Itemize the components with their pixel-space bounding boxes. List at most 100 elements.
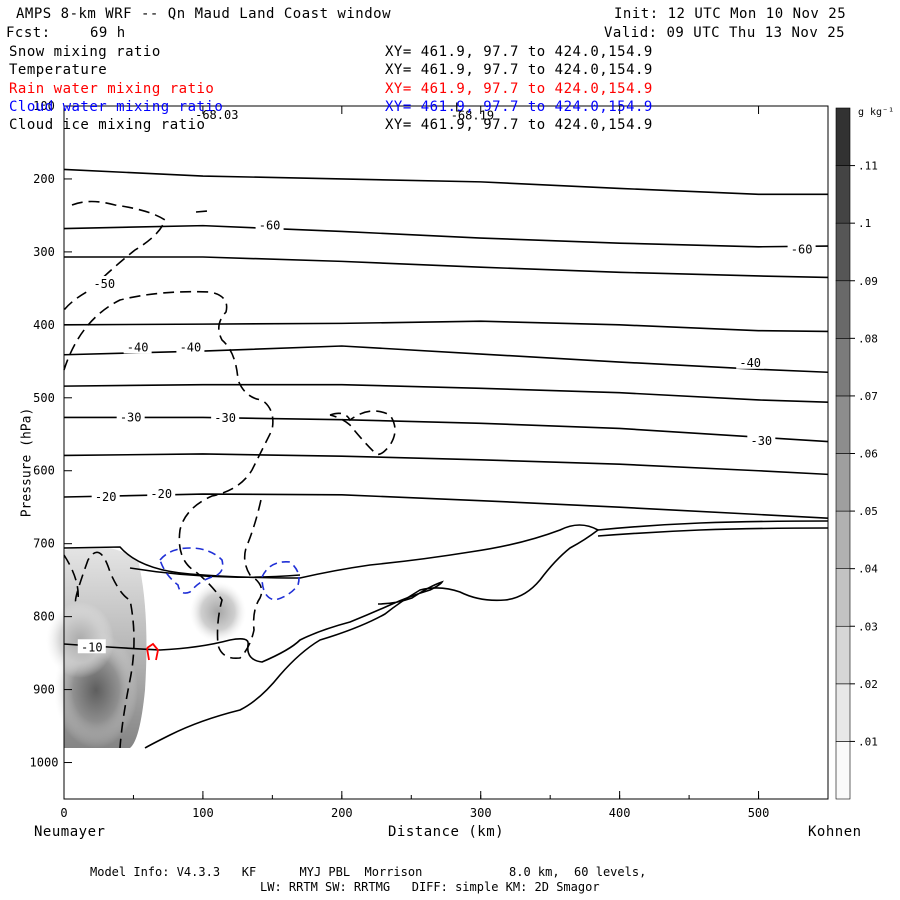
y-tick-label: 900	[33, 683, 55, 697]
y-tick-label: 300	[33, 245, 55, 259]
cloud-water-contours	[159, 547, 300, 601]
isotherm-line	[63, 383, 829, 403]
field-xy: XY= 461.9, 97.7 to 424.0,154.9	[385, 44, 653, 60]
x-tick-label: 100	[192, 806, 214, 820]
lower-temperature-contours	[63, 520, 829, 749]
isotherm-label: -40	[180, 340, 202, 354]
isotherm-label: -20	[150, 487, 172, 501]
colorbar-label: .1	[858, 217, 871, 230]
isotherm-line	[63, 320, 829, 333]
colorbar-label: .07	[858, 390, 878, 403]
isotherm-label-bg	[211, 410, 240, 425]
isotherm-label-bg	[77, 639, 106, 654]
colorbar-swatch	[835, 338, 851, 397]
contour-labels: -60 -60 -50 -40 -40 -40 -30 -30 -30 -20 -20 -10 -68.…	[77, 100, 816, 654]
colorbar-label: .01	[858, 735, 878, 748]
isotherm-label: -30	[750, 434, 772, 448]
colorbar-swatch	[835, 741, 851, 800]
extremum-label: -68.03	[195, 108, 238, 122]
colorbar-label: .05	[858, 505, 878, 518]
x-tick-label: 200	[331, 806, 353, 820]
colorbar-swatch	[835, 280, 851, 339]
isotherm-label-bg	[147, 486, 176, 501]
fcst-value: 69 h	[90, 25, 126, 41]
x-tick-label: 500	[748, 806, 770, 820]
isotherm-label-bg	[90, 275, 119, 290]
model-info-line2: LW: RRTM SW: RRTMG DIFF: simple KM: 2D S…	[260, 880, 600, 894]
colorbar-label: .11	[858, 160, 878, 173]
isotherm-label: -60	[259, 219, 281, 233]
y-axis-label: Pressure (hPa)	[19, 407, 35, 518]
isotherm-label: -10	[81, 640, 103, 654]
colorbar-swatch	[835, 568, 851, 627]
field-name: Snow mixing ratio	[9, 44, 161, 60]
rain-water-contours	[146, 642, 159, 661]
y-tick-label: 600	[33, 464, 55, 478]
field-xy: XY= 461.9, 97.7 to 424.0,154.9	[385, 62, 653, 79]
colorbar-label: .06	[858, 448, 878, 461]
x-axis-label: Distance (km)	[388, 824, 505, 840]
isotherm-line	[64, 256, 829, 279]
y-tick-label: 400	[33, 318, 55, 332]
isotherm-label-bg	[116, 409, 145, 424]
y-tick-label: 500	[33, 391, 55, 405]
field-xy: XY= 461.9, 97.7 to 424.0,154.9	[385, 80, 653, 97]
isotherm-line	[63, 453, 829, 476]
colorbar-swatch	[835, 625, 851, 685]
colorbar-label: .04	[858, 563, 878, 576]
colorbar-swatch	[835, 453, 851, 512]
field-name: Rain water mixing ratio	[9, 80, 215, 97]
extremum-label: -68.19	[451, 108, 494, 122]
colorbar: .01 .02 .03 .04 .05 .06 .07 .08 .09 .1 .11 g kg⁻¹	[835, 107, 894, 800]
isotherm-label: -40	[127, 340, 149, 354]
colorbar-swatch	[835, 683, 851, 742]
colorbar-swatch	[835, 510, 851, 569]
isotherm-label-bg	[123, 339, 152, 354]
fcst-label: Fcst:	[6, 25, 51, 41]
field-name: Cloud ice mixing ratio	[9, 117, 206, 134]
isotherm-label-bg	[787, 241, 816, 256]
isotherm-label: -60	[791, 243, 813, 257]
isotherm-label-bg	[736, 354, 765, 369]
y-tick-label: 200	[33, 172, 55, 186]
isotherm-label: -50	[93, 277, 115, 291]
colorbar-label: .02	[858, 678, 878, 691]
isotherm-label: -20	[95, 490, 117, 504]
colorbar-swatch	[835, 222, 851, 282]
colorbar-swatch	[835, 107, 851, 166]
isotherm-line	[63, 224, 829, 248]
isotherm-label-bg	[91, 488, 120, 503]
model-info-line1: Model Info: V4.3.3 KF MYJ PBL Morrison 8…	[90, 865, 647, 879]
colorbar-unit: g kg⁻¹	[858, 107, 894, 118]
y-tick-label: 800	[33, 610, 55, 624]
isotherm-label: -30	[214, 411, 236, 425]
isotherm-label-bg	[747, 432, 776, 447]
colorbar-label: .03	[858, 620, 878, 633]
y-tick-label: 700	[33, 537, 55, 551]
isotherm-line	[63, 168, 828, 196]
y-tick-label: 100	[33, 99, 55, 113]
isotherm-line	[63, 493, 829, 519]
colorbar-label: .09	[858, 275, 878, 288]
init-time: Init: 12 UTC Mon 10 Nov 25	[614, 6, 847, 22]
valid-time: Valid: 09 UTC Thu 13 Nov 25	[604, 25, 846, 41]
field-name: Cloud water mixing ratio	[9, 98, 224, 115]
isotherm-label-bg	[176, 339, 205, 354]
extremum-label: L	[455, 100, 462, 114]
isotherm-label: -30	[120, 410, 142, 424]
colorbar-swatch	[835, 165, 851, 224]
field-name: Temperature	[9, 62, 108, 79]
right-endpoint-label: Kohnen	[808, 824, 862, 840]
x-tick-label: 300	[470, 806, 492, 820]
x-tick-label: 400	[609, 806, 631, 820]
isotherm-label-bg	[255, 217, 284, 232]
field-xy: XY= 461.9, 97.7 to 424.0,154.9	[385, 98, 653, 115]
left-endpoint-label: Neumayer	[34, 824, 106, 840]
x-tick-label: 0	[60, 806, 67, 820]
field-xy: XY= 461.9, 97.7 to 424.0,154.9	[385, 117, 653, 134]
isotherm-line	[64, 416, 829, 443]
plot-frame	[63, 105, 829, 800]
isotherm-label: -40	[739, 356, 761, 370]
colorbar-swatch	[835, 395, 851, 454]
